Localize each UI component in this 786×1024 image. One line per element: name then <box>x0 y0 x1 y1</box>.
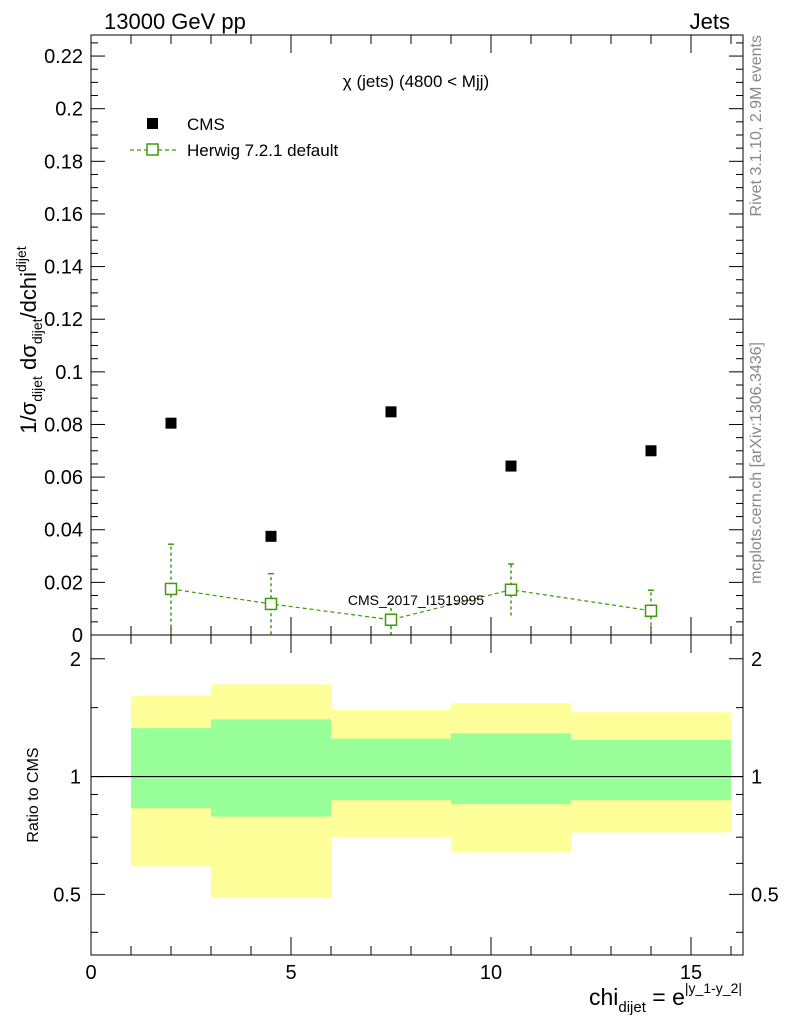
herwig-point <box>164 582 178 596</box>
herwig-series <box>164 543 658 635</box>
main-y-ticks: 0 0.02 0.04 0.06 0.08 0.1 0.12 0.14 0.16 0.18 0.2 0… <box>44 42 743 647</box>
herwig-connecting-line <box>170 588 652 621</box>
cms-data-point <box>165 417 177 429</box>
legend-cms-label: CMS <box>187 115 225 134</box>
main-y-tick-label: 0.04 <box>44 520 83 542</box>
cms-data-point <box>505 460 517 472</box>
legend: CMS Herwig 7.2.1 default <box>130 115 338 160</box>
x-tick-label: 15 <box>680 962 702 984</box>
herwig-point <box>384 613 398 626</box>
ratio-uncertainty-bands <box>131 684 731 898</box>
ratio-y-tick-label: 0.5 <box>53 884 81 906</box>
main-y-tick-label: 0.16 <box>44 204 83 226</box>
main-y-axis-label: 1/σdijet dσdijet/dchidijet <box>13 246 45 434</box>
analysis-watermark: CMS_2017_I1519995 <box>348 592 484 608</box>
main-y-tick-label: 0.1 <box>55 362 83 384</box>
main-x-ticks <box>90 35 732 635</box>
ratio-y-ticks: 0.5 0.5 1 1 2 2 <box>53 649 779 933</box>
main-y-tick-label: 0.18 <box>44 151 83 173</box>
herwig-point <box>644 604 658 618</box>
header-right-label: Jets <box>690 9 730 34</box>
x-tick-label: 0 <box>85 962 96 984</box>
x-tick-label: 10 <box>480 962 502 984</box>
ratio-y-tick-label-right: 1 <box>751 767 762 789</box>
cms-data-point <box>385 406 397 418</box>
ratio-plot-panel: 0.5 0.5 1 1 2 2 0 5 10 15 Ratio to CMS chidijet … <box>25 634 779 1016</box>
main-y-tick-label: 0.12 <box>44 309 83 331</box>
x-axis-label: chidijet = e|y_1-y_2| <box>589 980 742 1016</box>
ratio-y-tick-label: 2 <box>70 649 81 671</box>
rivet-version-label: Rivet 3.1.10, 2.9M events <box>748 35 765 216</box>
main-y-tick-label: 0.2 <box>55 99 83 121</box>
ratio-inner-band <box>331 738 451 801</box>
main-plot-title: χ (jets) (4800 < Mjj) <box>343 72 489 91</box>
ratio-y-axis-label: Ratio to CMS <box>25 747 42 842</box>
legend-herwig-label: Herwig 7.2.1 default <box>187 141 338 160</box>
main-y-tick-label: 0 <box>72 625 83 647</box>
x-tick-label: 5 <box>285 962 296 984</box>
ratio-y-tick-label: 1 <box>70 767 81 789</box>
ratio-inner-band <box>571 740 731 801</box>
cms-series <box>165 406 657 542</box>
mcplots-label: mcplots.cern.ch [arXiv:1306.3436] <box>748 342 765 584</box>
ratio-x-ticks: 0 5 10 15 <box>85 635 732 984</box>
ratio-inner-band <box>211 719 331 817</box>
ratio-y-tick-label-right: 2 <box>751 649 762 671</box>
ratio-inner-band <box>131 728 211 809</box>
legend-herwig-marker <box>146 143 159 156</box>
ratio-plot-frame <box>90 634 744 956</box>
cms-data-point <box>645 445 657 457</box>
legend-cms-marker <box>147 118 158 129</box>
header-left-label: 13000 GeV pp <box>104 9 246 34</box>
ratio-y-tick-label-right: 0.5 <box>751 884 779 906</box>
main-y-tick-label: 0.06 <box>44 467 83 489</box>
main-plot-panel: 0 0.02 0.04 0.06 0.08 0.1 0.12 0.14 0.16 0.18 0.2 0… <box>13 34 744 647</box>
main-y-tick-label: 0.02 <box>44 572 83 594</box>
main-y-tick-label: 0.22 <box>44 46 83 68</box>
ratio-inner-band <box>451 733 571 805</box>
herwig-point <box>504 583 518 596</box>
main-y-tick-label: 0.08 <box>44 414 83 436</box>
main-y-tick-label: 0.14 <box>44 257 83 279</box>
herwig-point <box>264 597 278 611</box>
cms-data-point <box>265 530 277 542</box>
